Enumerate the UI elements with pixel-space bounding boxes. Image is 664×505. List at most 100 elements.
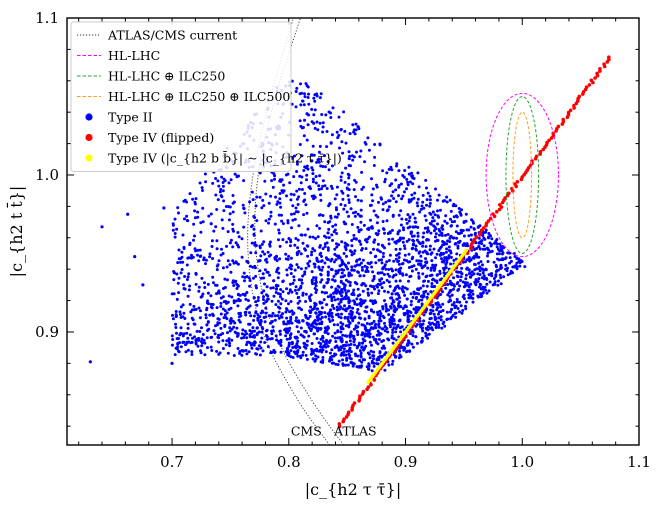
type-ii-point	[397, 356, 401, 360]
type-ii-point	[223, 179, 227, 183]
type-ii-point	[182, 340, 186, 344]
type-ii-point	[365, 268, 369, 272]
type-ii-point	[360, 301, 364, 305]
type-ii-point	[438, 278, 442, 282]
type-ii-point	[173, 217, 177, 221]
type-iv-flipped-point	[584, 85, 589, 89]
type-ii-point	[401, 194, 405, 198]
type-ii-point	[214, 225, 218, 229]
type-ii-point	[177, 257, 181, 261]
type-ii-point	[246, 299, 250, 302]
type-ii-point	[359, 351, 363, 355]
type-ii-point	[306, 96, 310, 99]
type-ii-point	[346, 296, 350, 300]
type-ii-point	[390, 194, 394, 198]
type-ii-point	[482, 236, 486, 240]
type-ii-point	[421, 272, 425, 276]
type-ii-point	[421, 240, 425, 244]
type-ii-point	[228, 241, 232, 245]
type-ii-point	[394, 247, 398, 251]
type-ii-point	[442, 252, 446, 255]
type-ii-point	[295, 263, 299, 267]
type-ii-point	[293, 268, 297, 272]
type-ii-point	[210, 349, 214, 352]
type-ii-point	[358, 155, 362, 159]
type-ii-point	[403, 247, 407, 250]
type-ii-point	[312, 153, 316, 157]
type-ii-point	[381, 255, 385, 259]
type-ii-point	[335, 215, 339, 219]
type-ii-point	[351, 306, 355, 310]
type-ii-point	[201, 333, 205, 336]
type-ii-point	[183, 198, 187, 202]
type-ii-point	[469, 282, 473, 286]
type-ii-point	[436, 209, 439, 213]
type-ii-point	[320, 290, 324, 294]
type-ii-point	[186, 348, 190, 352]
type-ii-point	[428, 317, 432, 321]
type-ii-point	[192, 222, 196, 226]
type-iv-flipped-point	[498, 203, 502, 207]
type-ii-point	[411, 212, 415, 216]
type-ii-point	[292, 175, 296, 179]
type-ii-point	[341, 197, 345, 201]
type-ii-point	[317, 160, 321, 164]
type-ii-point	[313, 332, 316, 336]
type-ii-point	[383, 368, 387, 372]
type-ii-point	[432, 229, 436, 233]
type-ii-point	[375, 185, 379, 189]
type-ii-point	[327, 317, 331, 321]
type-ii-point	[330, 187, 334, 190]
type-ii-point	[429, 268, 433, 272]
type-ii-point	[362, 274, 366, 278]
type-ii-point	[429, 212, 433, 216]
type-ii-point	[303, 272, 307, 276]
type-ii-point	[222, 300, 226, 304]
type-ii-point	[371, 187, 375, 191]
type-ii-point	[353, 249, 357, 253]
type-ii-point	[321, 214, 325, 217]
type-ii-point	[273, 222, 277, 226]
type-ii-point	[269, 286, 273, 290]
type-ii-point	[433, 315, 437, 319]
type-ii-point	[187, 288, 191, 292]
type-ii-point	[298, 174, 302, 178]
type-ii-point	[402, 348, 406, 352]
type-ii-point	[295, 160, 299, 164]
type-ii-point	[315, 288, 319, 292]
type-ii-point	[177, 291, 181, 295]
type-ii-point	[331, 334, 335, 338]
type-ii-point	[359, 199, 363, 203]
type-ii-point	[458, 310, 461, 314]
type-ii-point	[285, 273, 289, 277]
type-ii-point	[336, 284, 340, 288]
type-ii-point	[431, 263, 435, 267]
type-ii-point	[334, 258, 338, 262]
type-ii-point	[262, 289, 266, 293]
type-ii-point	[365, 266, 369, 269]
type-ii-point	[351, 364, 355, 368]
type-ii-point	[448, 295, 452, 298]
type-ii-point	[173, 232, 177, 235]
type-ii-point	[333, 247, 337, 251]
type-ii-point	[254, 204, 258, 208]
type-ii-point	[294, 105, 298, 109]
type-ii-point	[281, 238, 285, 242]
type-ii-point	[326, 277, 330, 281]
type-ii-point	[323, 165, 327, 169]
type-ii-point	[312, 325, 316, 329]
type-ii-point	[354, 122, 358, 126]
type-ii-point	[259, 276, 263, 280]
type-ii-point	[369, 284, 372, 288]
type-ii-point	[185, 214, 189, 218]
type-ii-point	[498, 242, 502, 246]
type-ii-point	[236, 231, 240, 234]
type-ii-point	[369, 308, 373, 312]
type-ii-point	[367, 314, 371, 318]
type-ii-point	[178, 341, 182, 345]
type-ii-point	[209, 294, 213, 298]
type-ii-point	[228, 344, 232, 348]
type-ii-point	[219, 312, 223, 316]
type-ii-point	[198, 181, 202, 185]
legend-label: HL-LHC	[108, 48, 160, 63]
